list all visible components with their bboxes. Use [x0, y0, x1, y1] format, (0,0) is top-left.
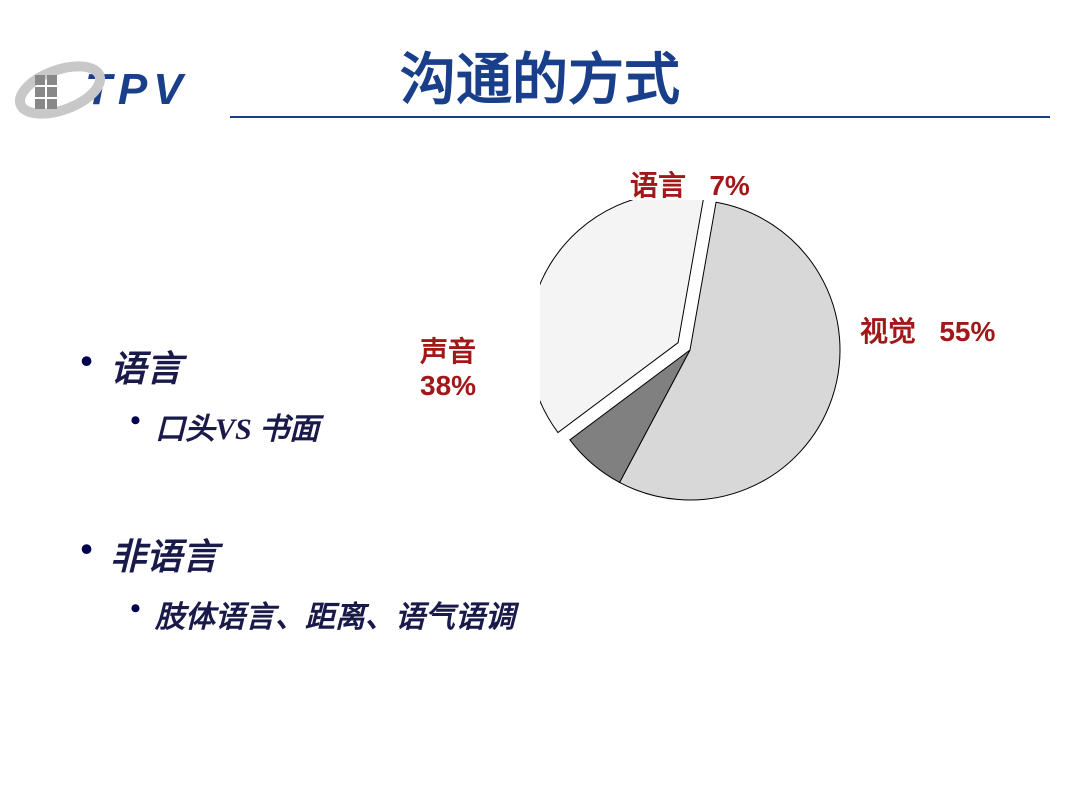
pie-label-visual-text: 视觉	[860, 316, 916, 347]
page-title: 沟通的方式	[400, 35, 680, 116]
pie-svg-wrapper	[540, 200, 860, 525]
bullet-subitem-body-lang: 肢体语言、距离、语气语调	[130, 592, 515, 636]
pie-label-language: 语言 7%	[630, 164, 750, 204]
pie-label-sound-pct: 38%	[420, 370, 476, 402]
logo: TPV	[15, 45, 189, 135]
pie-label-sound-text: 声音	[420, 330, 476, 370]
pie-label-language-pct: 7%	[709, 170, 749, 201]
pie-chart-icon	[540, 200, 860, 520]
pie-label-language-text: 语言	[630, 170, 686, 201]
pie-label-visual-pct: 55%	[939, 316, 995, 347]
title-underline	[230, 116, 1050, 118]
pie-chart-container: 语言 7% 视觉 55% 声音 38%	[440, 160, 1040, 540]
pie-label-visual: 视觉 55%	[860, 310, 995, 350]
logo-swoosh-icon	[15, 45, 105, 135]
